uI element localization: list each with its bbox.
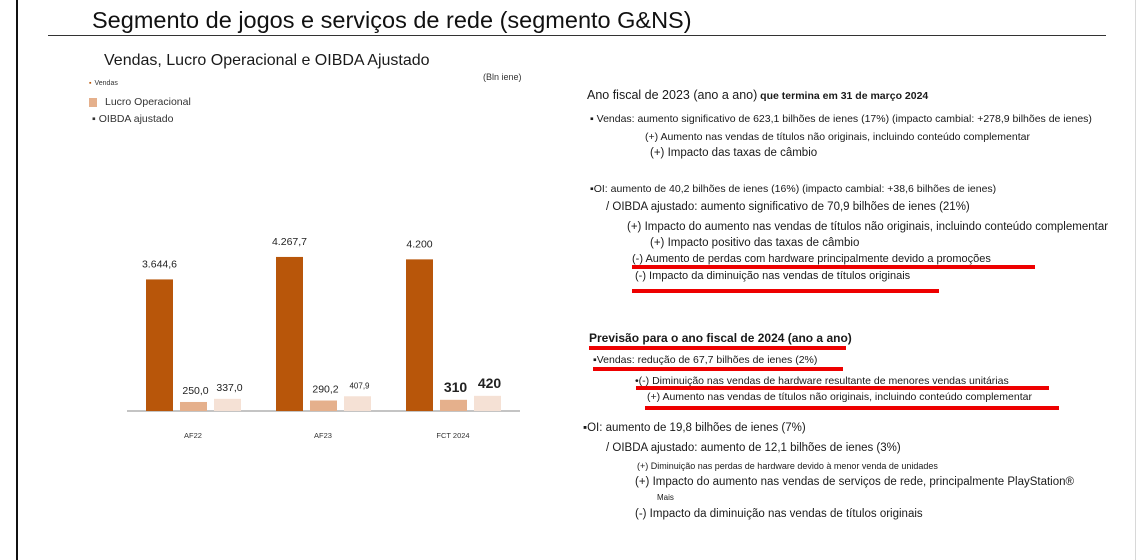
fy23-oi-sub1: (+) Impacto do aumento nas vendas de tít… xyxy=(627,221,1109,233)
legend-swatch-lucro xyxy=(89,97,97,107)
data-label-0-1: 4.267,7 xyxy=(272,236,307,248)
slide-title: Segmento de jogos e serviços de rede (se… xyxy=(92,7,692,33)
bar-2-0 xyxy=(214,398,241,411)
legend-item-lucro: Lucro Operacional xyxy=(89,96,191,108)
data-label-2-1: 407,9 xyxy=(349,381,370,390)
legend-marker-vendas: ▪ xyxy=(89,80,92,87)
data-label-1-1: 290,2 xyxy=(312,384,338,396)
fy24-sales-sub1: •(-) Diminuição nas vendas de hardware r… xyxy=(635,375,1009,387)
data-label-2-2: 420 xyxy=(478,375,502,391)
fy24-oi-sub3: (-) Impacto da diminuição nas vendas de … xyxy=(635,508,923,520)
data-label-0-0: 3.644,6 xyxy=(142,258,177,270)
fy23-sales-line: ▪ Vendas: aumento significativo de 623,1… xyxy=(590,113,1092,125)
bar-1-1 xyxy=(310,400,337,411)
highlight-underline-2 xyxy=(632,289,939,293)
fy24-oi-sub2-more: Mais xyxy=(657,493,674,502)
chart-subtitle: Vendas, Lucro Operacional e OIBDA Ajusta… xyxy=(104,52,430,69)
legend-item-vendas: ▪ Vendas xyxy=(89,80,118,87)
category-label-0: AF22 xyxy=(184,431,202,440)
legend-label-lucro: Lucro Operacional xyxy=(105,96,191,108)
bar-2-1 xyxy=(344,396,371,411)
bar-1-0 xyxy=(180,401,207,411)
legend-item-oibda: ▪ OIBDA ajustado xyxy=(92,113,173,125)
fy24-oi-sub1: (+) Diminuição nas perdas de hardware de… xyxy=(637,461,938,471)
data-label-1-2: 310 xyxy=(444,379,468,395)
highlight-underline-6 xyxy=(645,406,1059,410)
bar-0-0 xyxy=(146,279,173,411)
left-frame-border xyxy=(16,0,18,560)
fy24-oi-line: ▪OI: aumento de 19,8 bilhões de ienes (7… xyxy=(583,422,806,434)
data-label-1-0: 250,0 xyxy=(182,385,208,397)
fy23-sales-sub2: (+) Impacto das taxas de câmbio xyxy=(650,147,818,159)
fy23-heading-text: Ano fiscal de 2023 (ano a ano) xyxy=(587,88,758,102)
category-label-1: AF23 xyxy=(314,431,332,440)
legend-label-oibda: OIBDA ajustado xyxy=(98,113,174,125)
bar-0-2 xyxy=(406,259,433,411)
fy23-oi-sub3: (-) Aumento de perdas com hardware princ… xyxy=(632,253,991,265)
fy23-heading: Ano fiscal de 2023 (ano a ano) que termi… xyxy=(587,88,928,102)
fy23-oi-line: ▪OI: aumento de 40,2 bilhões de ienes (1… xyxy=(590,183,997,195)
legend-marker-oibda: ▪ xyxy=(92,113,96,125)
category-label-2: FCT 2024 xyxy=(436,431,469,440)
bar-chart: 3.644,6 4.267,7 4.200 250,0 290,2 310 337,0 407… xyxy=(127,236,520,440)
fy23-oi-sub4: (-) Impacto da diminuição nas vendas de … xyxy=(635,270,911,282)
data-label-2-0: 337,0 xyxy=(216,382,242,394)
fy23-sales-sub1: (+) Aumento nas vendas de títulos não or… xyxy=(645,131,1030,143)
fy23-oi-sub2: (+) Impacto positivo das taxas de câmbio xyxy=(650,237,860,249)
bar-2-2 xyxy=(474,395,501,411)
fy24-sales-line: ▪Vendas: redução de 67,7 bilhões de iene… xyxy=(593,354,818,366)
fy24-heading: Previsão para o ano fiscal de 2024 (ano … xyxy=(589,331,852,345)
data-label-0-2: 4.200 xyxy=(406,238,432,250)
highlight-underline-1 xyxy=(632,265,1035,269)
legend-label-vendas: Vendas xyxy=(94,80,118,87)
highlight-underline-4 xyxy=(593,367,843,371)
bar-1-2 xyxy=(440,399,467,411)
fy24-oi-sub2: (+) Impacto do aumento nas vendas de ser… xyxy=(635,476,1075,488)
highlight-underline-5 xyxy=(636,386,1049,390)
bar-0-1 xyxy=(276,256,303,411)
fy23-heading-bold: que termina em 31 de março 2024 xyxy=(757,90,929,102)
title-rule xyxy=(48,35,1106,36)
fy24-oibda-line: / OIBDA ajustado: aumento de 12,1 bilhõe… xyxy=(606,442,901,454)
highlight-underline-3 xyxy=(589,346,846,350)
chart-units: (Bln iene) xyxy=(483,72,522,82)
fy24-sales-sub2: (+) Aumento nas vendas de títulos não or… xyxy=(647,391,1032,403)
fy23-oibda-line: / OIBDA ajustado: aumento significativo … xyxy=(606,201,970,213)
